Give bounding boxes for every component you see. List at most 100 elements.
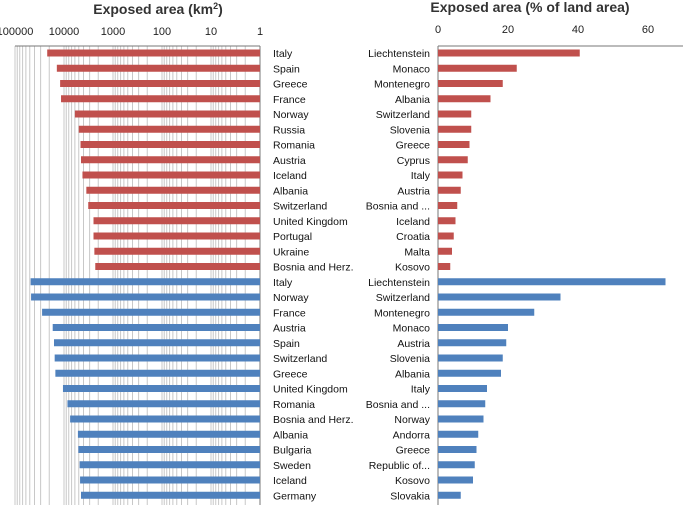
left-x-tick-label: 100 [153, 26, 171, 38]
right-x-tick-label: 20 [502, 24, 514, 36]
right-category-label: Iceland [396, 216, 430, 228]
right-category-label: Slovenia [390, 124, 430, 136]
right-chart-title: Exposed area (% of land area) [430, 0, 629, 15]
right-category-label: Montenegro [374, 307, 430, 319]
left-bar [93, 232, 260, 240]
right-category-label: Austria [397, 185, 430, 197]
right-bar [438, 369, 501, 377]
left-category-label: Albania [273, 185, 308, 197]
left-category-label: Italy [273, 277, 293, 289]
left-bar [56, 64, 261, 72]
right-category-label: Italy [411, 384, 431, 396]
left-bar [86, 186, 260, 194]
left-bar [70, 415, 260, 423]
left-bar [80, 141, 260, 148]
left-bar [52, 324, 260, 331]
right-bar [438, 308, 535, 316]
left-bar [95, 263, 261, 270]
left-category-label: Norway [273, 292, 309, 304]
left-bar [53, 339, 260, 347]
right-category-label: Greece [396, 140, 431, 152]
right-bar [438, 156, 468, 164]
right-bar [438, 446, 477, 453]
right-category-label: Croatia [396, 231, 430, 243]
left-category-label: Bosnia and Herz. [273, 262, 354, 274]
right-category-label: Montenegro [374, 79, 430, 91]
left-bar [88, 202, 260, 209]
right-x-tick-label: 0 [435, 24, 441, 36]
left-bar [93, 217, 260, 225]
left-bar [82, 171, 260, 179]
right-bar [438, 278, 666, 286]
right-bar [438, 217, 456, 225]
right-category-label: Slovenia [390, 353, 430, 365]
left-bar [55, 369, 261, 377]
right-bar [438, 232, 454, 240]
left-bar [60, 80, 260, 87]
right-category-label: Bosnia and ... [366, 201, 430, 213]
right-bar [438, 354, 503, 362]
right-bar [438, 64, 517, 72]
left-bar [80, 476, 261, 484]
right-category-label: Switzerland [376, 292, 430, 304]
right-category-label: Albania [395, 368, 430, 380]
left-category-label: Austria [273, 155, 306, 167]
left-category-label: Albania [273, 429, 308, 441]
left-bar [67, 400, 261, 408]
left-category-label: Ukraine [273, 246, 309, 258]
left-category-label: Greece [273, 368, 308, 380]
left-category-label: France [273, 307, 306, 319]
left-category-label: Norway [273, 109, 309, 121]
left-bar [30, 278, 261, 286]
left-category-label: France [273, 94, 306, 106]
left-bar [61, 95, 261, 103]
left-bar [78, 446, 260, 453]
right-category-label: Kosovo [395, 262, 430, 274]
right-bar [438, 415, 484, 423]
right-bar [438, 125, 472, 133]
left-category-label: Sweden [273, 460, 311, 472]
left-bar [31, 293, 261, 301]
right-bar [438, 110, 472, 118]
left-x-tick-label: 10 [205, 26, 217, 38]
left-category-label: Portugal [273, 231, 312, 243]
left-category-label: United Kingdom [273, 384, 348, 396]
left-category-label: Romania [273, 140, 315, 152]
right-category-label: Bosnia and ... [366, 399, 430, 411]
right-bar [438, 80, 503, 87]
left-chart-title: Exposed area (km2) [93, 1, 223, 17]
right-bar [438, 171, 463, 179]
left-category-label: Spain [273, 338, 300, 350]
left-category-label: Germany [273, 490, 317, 502]
right-bar [438, 263, 451, 270]
left-category-label: Russia [273, 124, 305, 136]
right-category-label: Kosovo [395, 475, 430, 487]
right-bar [438, 339, 507, 347]
left-bar [62, 385, 260, 392]
right-category-label: Austria [397, 338, 430, 350]
right-bar [438, 430, 479, 438]
right-bar [438, 247, 452, 255]
right-category-label: Cyprus [397, 155, 430, 167]
left-bar [74, 110, 260, 118]
right-category-label: Liechtenstein [368, 277, 430, 289]
left-category-label: Spain [273, 63, 300, 75]
right-category-label: Malta [404, 246, 430, 258]
right-x-tick-label: 40 [572, 24, 584, 36]
right-bar [438, 293, 561, 301]
left-category-label: Greece [273, 79, 308, 91]
right-category-label: Monaco [393, 63, 431, 75]
left-bar [78, 125, 260, 133]
right-bar [438, 186, 461, 194]
right-bar [438, 324, 508, 331]
right-category-label: Greece [396, 445, 431, 457]
left-category-label: Iceland [273, 170, 307, 182]
right-bar [438, 141, 470, 148]
right-bar [438, 385, 487, 392]
left-category-label: Switzerland [273, 201, 327, 213]
left-x-tick-label: 1000 [101, 26, 125, 38]
right-category-label: Republic of... [369, 460, 430, 472]
left-category-label: Italy [273, 48, 293, 60]
